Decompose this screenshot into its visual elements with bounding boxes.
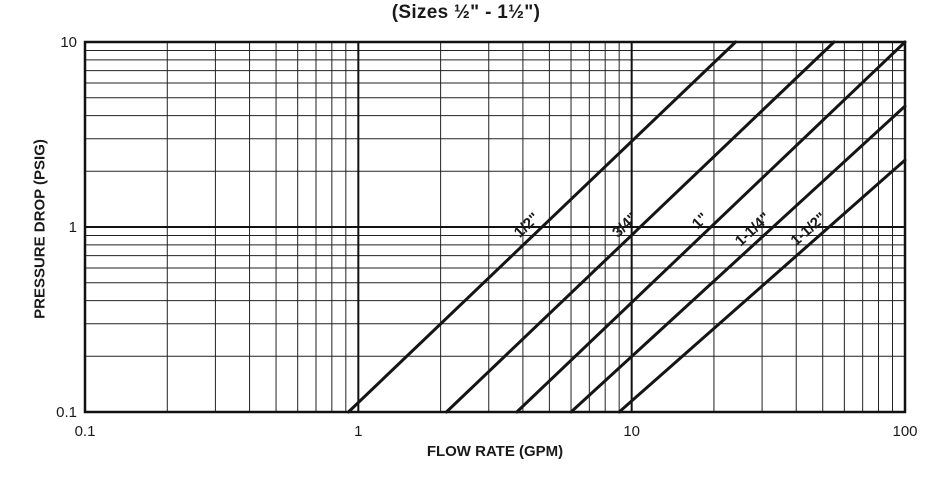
x-axis-label: FLOW RATE (GPM)	[426, 443, 564, 460]
y-axis-label: PRESSURE DROP (PSIG)	[31, 139, 49, 319]
series-label: 1/2"	[511, 210, 543, 242]
x-tick-label: 10	[623, 423, 640, 440]
chart-title: (Sizes ½" - 1½")	[391, 2, 541, 23]
x-tick-label: 1	[354, 423, 362, 440]
x-tick-label: 100	[892, 423, 917, 440]
plot-frame	[83, 40, 907, 414]
y-tick-label: 1	[69, 219, 77, 236]
x-tick-label: 0.1	[75, 423, 96, 440]
series-label: 3/4"	[609, 210, 641, 242]
y-tick-label: 0.1	[56, 404, 77, 421]
y-tick-label: 10	[60, 34, 77, 51]
series-line	[617, 158, 907, 414]
series-line	[569, 104, 907, 414]
series-line	[346, 40, 738, 414]
series-line	[515, 40, 907, 414]
series-line	[444, 40, 836, 414]
